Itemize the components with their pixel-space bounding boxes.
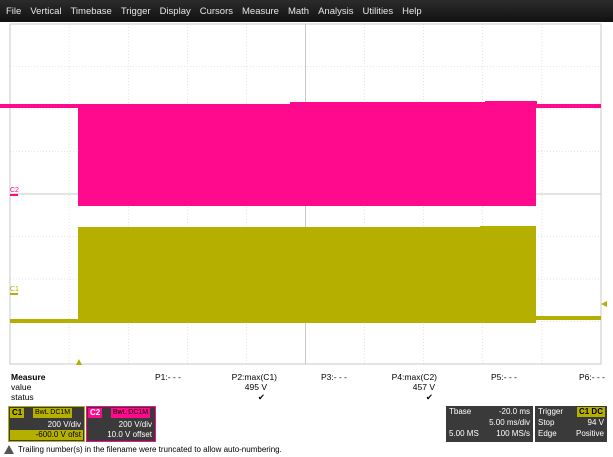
c1-marker-icon [10, 293, 18, 295]
c1-offset: -600.0 V ofst [10, 430, 83, 440]
c2-flags: BwL DC1M [111, 408, 151, 418]
trigger-source: C1 DC [576, 407, 605, 417]
c2-trace-baseline-left [0, 104, 80, 108]
trigger-position-marker-icon[interactable] [76, 359, 82, 365]
param-p2-status-icon: ✔ [257, 392, 265, 402]
c1-marker-label: C1 [10, 286, 19, 293]
trigger-level-marker-icon[interactable] [601, 301, 607, 307]
c2-marker-label: C2 [10, 187, 19, 194]
menu-display[interactable]: Display [159, 5, 191, 17]
timebase-delay: -20.0 ms [498, 407, 530, 416]
c1-trace-baseline-left [10, 319, 80, 323]
c2-offset: 10.0 V offset [107, 430, 152, 439]
channel-c2-descriptor[interactable]: C2 BwL DC1M 200 V/div 10.0 V offset [86, 406, 156, 442]
menu-measure[interactable]: Measure [242, 5, 279, 17]
trigger-label: Trigger [538, 407, 564, 416]
descriptor-bar: C1 BwL DC1M 200 V/div -600.0 V ofst C2 B… [0, 406, 613, 442]
menu-cursors[interactable]: Cursors [199, 5, 233, 17]
status-message: Trailing number(s) in the filename were … [18, 445, 282, 454]
measure-panel: Measure value status P1:- - - P2:max(C1)… [0, 368, 613, 406]
value-row-label: value [11, 382, 32, 392]
menu-timebase[interactable]: Timebase [70, 5, 112, 17]
warning-icon [4, 445, 14, 454]
timebase-samples: 5.00 MS [449, 429, 479, 438]
menu-trigger[interactable]: Trigger [120, 5, 151, 17]
c2-trace-burst-top-right [485, 101, 537, 105]
trigger-mode: Stop [538, 418, 555, 427]
menu-help[interactable]: Help [402, 5, 422, 17]
c2-marker-icon [10, 194, 18, 196]
measure-heading: Measure [11, 372, 46, 382]
c1-trace-burst-top [160, 228, 290, 232]
param-p2-name[interactable]: P2:max(C1) [231, 372, 277, 382]
menu-vertical[interactable]: Vertical [30, 5, 62, 17]
c2-tag: C2 [88, 408, 103, 418]
param-p4-value: 457 V [412, 382, 435, 392]
menu-file[interactable]: File [6, 5, 22, 17]
param-p4-name[interactable]: P4:max(C2) [391, 372, 437, 382]
trigger-type: Edge [538, 429, 557, 438]
c1-trace-burst-top-right [480, 226, 536, 230]
waveform-svg: C2 C1 [0, 23, 607, 365]
menu-utilities[interactable]: Utilities [362, 5, 394, 17]
timebase-descriptor[interactable]: Tbase -20.0 ms 5.00 ms/div 5.00 MS 100 M… [446, 406, 533, 442]
status-row-label: status [11, 392, 34, 402]
param-p5-name[interactable]: P5:- - - [491, 372, 517, 382]
menu-analysis[interactable]: Analysis [318, 5, 354, 17]
menu-bar: File Vertical Timebase Trigger Display C… [0, 0, 613, 22]
channel-c1-descriptor[interactable]: C1 BwL DC1M 200 V/div -600.0 V ofst [8, 406, 85, 442]
waveform-display[interactable]: C2 C1 [0, 22, 613, 367]
c1-flags: BwL DC1M [33, 408, 73, 418]
c1-tag: C1 [10, 408, 25, 418]
param-p1-name[interactable]: P1:- - - [155, 372, 181, 382]
trigger-level: 94 V [587, 418, 604, 427]
c1-trace-baseline-right [536, 316, 601, 320]
status-bar: Trailing number(s) in the filename were … [0, 442, 613, 457]
c2-trace-burst [78, 104, 536, 206]
menu-math[interactable]: Math [287, 5, 310, 17]
param-p3-name[interactable]: P3:- - - [321, 372, 347, 382]
param-p6-name[interactable]: P6:- - - [579, 372, 605, 382]
timebase-rate: 100 MS/s [496, 429, 530, 438]
trigger-slope: Positive [575, 429, 604, 438]
param-p4-status-icon: ✔ [425, 392, 433, 402]
timebase-tdiv: 5.00 ms/div [489, 418, 530, 427]
c2-vdiv: 200 V/div [118, 420, 152, 429]
timebase-label: Tbase [449, 407, 472, 416]
c1-vdiv: 200 V/div [47, 420, 81, 429]
c2-trace-burst-top [290, 102, 490, 105]
c2-trace-baseline-right [536, 104, 601, 108]
trigger-descriptor[interactable]: Trigger C1 DC Stop 94 V Edge Positive [535, 406, 607, 442]
param-p2-value: 495 V [244, 382, 267, 392]
c1-trace-burst [78, 227, 536, 323]
